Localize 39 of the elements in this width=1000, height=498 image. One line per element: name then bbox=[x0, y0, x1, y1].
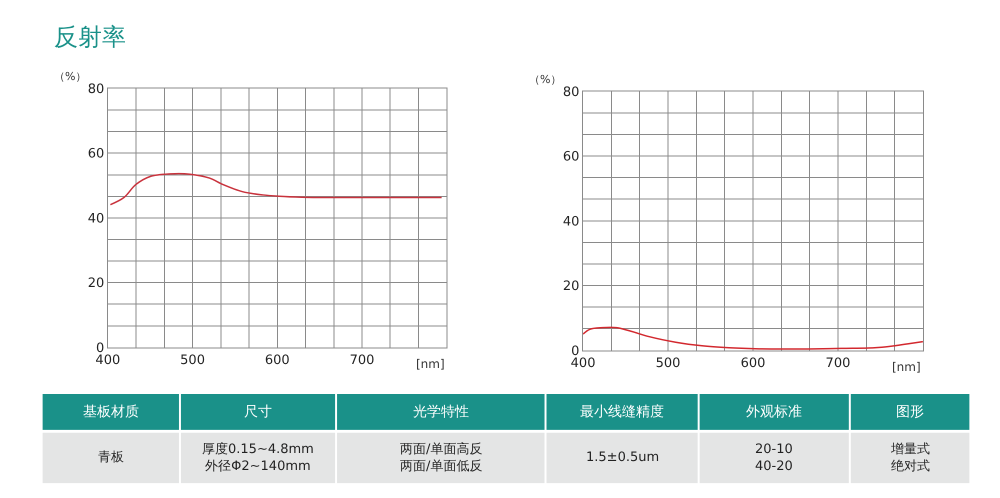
text: 图形 bbox=[896, 404, 924, 420]
x-tick-label: 600 bbox=[740, 356, 766, 371]
x-axis-title: [nm] bbox=[416, 357, 445, 371]
y-tick-label: 0 bbox=[96, 340, 104, 356]
text: 20-10 bbox=[755, 442, 793, 457]
line-series bbox=[583, 326, 923, 350]
y-axis-title: （%） bbox=[54, 70, 86, 83]
y-tick-label: 80 bbox=[88, 82, 104, 97]
text: 外观标准 bbox=[746, 404, 802, 420]
text: 厚度0.15~4.8mm bbox=[202, 441, 314, 457]
y-tick-label: 80 bbox=[562, 84, 580, 100]
x-tick-label: 700 bbox=[826, 356, 850, 371]
text: 青板 bbox=[98, 450, 124, 465]
y-tick-label: 60 bbox=[88, 146, 104, 162]
text: 光学特性 bbox=[413, 404, 469, 420]
y-tick-label: 40 bbox=[562, 214, 580, 230]
x-tick-label: 400 bbox=[95, 353, 120, 368]
text: 增量式 bbox=[890, 442, 930, 457]
text: 两面/单面低反 bbox=[400, 458, 482, 474]
line-series bbox=[110, 172, 442, 206]
y-tick-label: 20 bbox=[88, 276, 104, 292]
text: 尺寸 bbox=[244, 404, 272, 420]
y-tick-label: 40 bbox=[88, 211, 104, 226]
text: 基板材质 bbox=[83, 404, 139, 420]
x-tick-label: 600 bbox=[264, 353, 290, 368]
text: 外径Φ2~140mm bbox=[205, 458, 311, 474]
x-tick-label: 700 bbox=[350, 353, 374, 368]
text: 绝对式 bbox=[891, 458, 930, 474]
chart-title: 反射率 bbox=[54, 23, 126, 51]
text: 两面/单面高反 bbox=[400, 441, 482, 457]
text: 最小线缝精度 bbox=[580, 404, 664, 420]
text: 40-20 bbox=[755, 458, 793, 474]
x-tick-label: 500 bbox=[180, 353, 205, 368]
x-tick-label: 500 bbox=[656, 356, 680, 371]
y-tick-label: 20 bbox=[562, 279, 580, 294]
y-axis-title: （%） bbox=[529, 73, 562, 86]
y-tick-label: 60 bbox=[562, 150, 580, 165]
x-axis-title: [nm] bbox=[892, 360, 921, 374]
text: 1.5±0.5um bbox=[586, 450, 660, 465]
